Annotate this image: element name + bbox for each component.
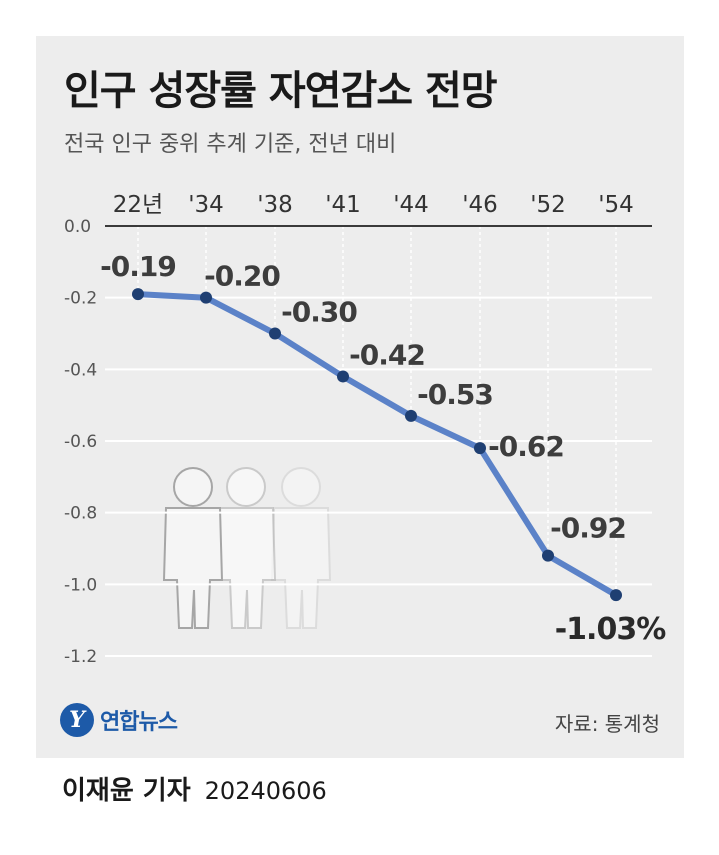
x-tick-label: '46 (462, 192, 498, 218)
data-point (610, 589, 622, 602)
x-tick-label: '52 (530, 192, 566, 218)
reporter-name: 이재윤 기자 (62, 776, 191, 806)
data-label: -0.42 (349, 339, 425, 372)
people-illustration (162, 467, 332, 629)
yonhap-logo: Y 연합뉴스 (60, 703, 178, 737)
source-note: 자료: 통계청 (554, 712, 660, 736)
x-tick-label: '41 (325, 192, 361, 218)
logo-text: 연합뉴스 (100, 710, 178, 735)
x-tick-label: '38 (257, 192, 293, 218)
data-point (405, 409, 417, 422)
logo-mark-icon: Y (60, 703, 94, 737)
byline: 이재윤 기자 20240606 (62, 770, 327, 807)
chart-subtitle: 전국 인구 중위 추계 기준, 전년 대비 (64, 132, 397, 157)
publish-date: 20240606 (204, 777, 327, 805)
series-line (135, 291, 619, 599)
data-point (269, 327, 281, 340)
chart-panel (36, 36, 684, 758)
y-tick-label: -1.2 (64, 647, 97, 667)
y-tick-label: -0.6 (64, 432, 97, 452)
y-tick-label: -0.4 (64, 360, 97, 380)
data-label: -0.92 (550, 512, 626, 545)
data-point (542, 549, 554, 562)
data-point (474, 442, 486, 455)
x-tick-label: '44 (393, 192, 429, 218)
data-label: -0.62 (488, 430, 564, 463)
chart-title: 인구 성장률 자연감소 전망 (64, 68, 498, 114)
data-label: -0.30 (281, 296, 357, 329)
x-tick-label: '54 (598, 192, 634, 218)
data-label: -1.03% (555, 612, 666, 647)
data-point (200, 291, 212, 304)
data-point (132, 288, 144, 301)
data-point (337, 370, 349, 383)
data-label: -0.53 (417, 378, 493, 411)
data-label: -0.20 (204, 260, 280, 293)
x-tick-label: 22년 (113, 192, 163, 218)
y-tick-label: -0.2 (64, 289, 97, 309)
x-tick-label: '34 (188, 192, 224, 218)
data-label: -0.19 (100, 250, 176, 283)
y-tick-label: -0.8 (64, 504, 97, 524)
y-tick-label: -1.0 (64, 575, 97, 595)
y-tick-label: 0.0 (64, 217, 91, 237)
